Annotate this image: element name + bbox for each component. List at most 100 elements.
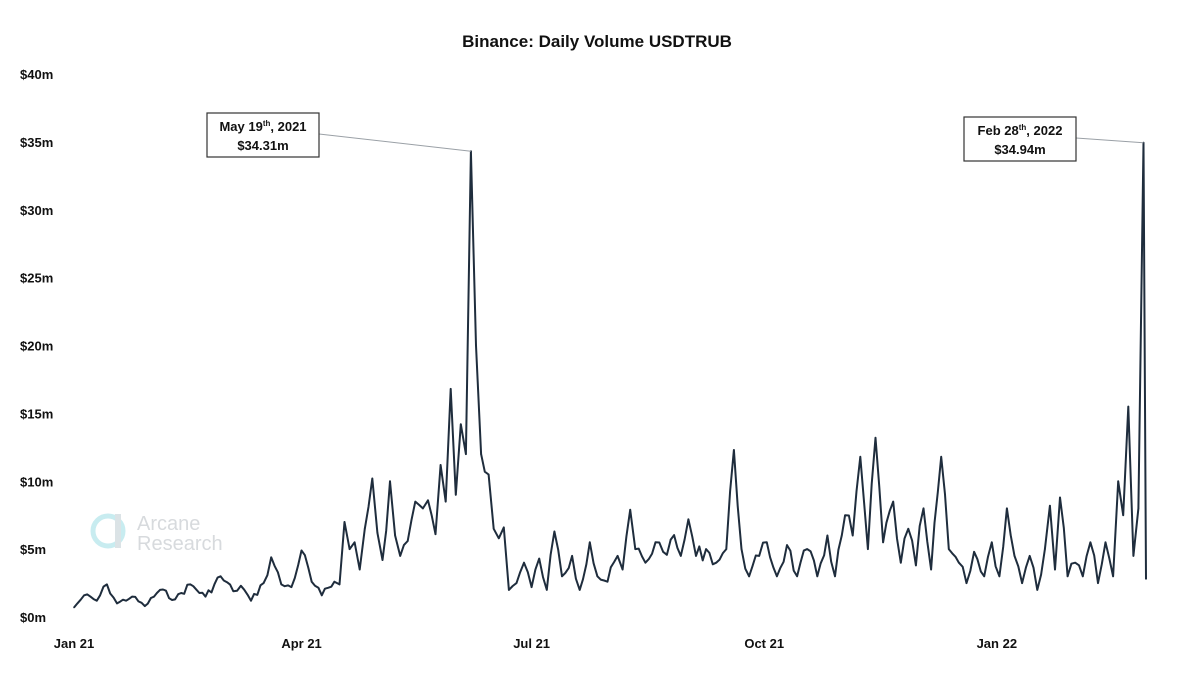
data-point [406,540,409,542]
data-point [588,541,591,544]
data-point [240,584,242,587]
annotation-box [963,116,1077,162]
annotation-date: Feb 28th, 2022 [978,123,1063,138]
data-point [930,568,932,571]
data-point [826,534,829,537]
data-point [740,548,743,550]
data-point [1132,555,1135,557]
data-point [434,533,437,535]
data-point [621,568,624,571]
data-point [280,583,283,586]
data-point [262,582,265,584]
y-tick-label: $10m [20,474,53,489]
data-point [687,518,690,521]
data-point [695,555,697,557]
data-point [523,561,525,564]
data-point [616,555,619,557]
data-point [310,580,313,583]
data-point [480,453,482,455]
data-point [219,575,222,578]
data-point [300,549,303,552]
data-point [606,580,609,583]
data-point [83,594,85,597]
data-point [320,594,323,597]
data-point [578,589,581,591]
data-point [922,507,925,510]
data-point [725,548,728,550]
data-point [715,561,717,564]
y-axis: $0m $5m $10m $15m $20m $25m $30m $35m $40m [20,67,53,625]
data-point [503,526,505,529]
watermark-logo-bar [115,514,121,548]
data-point [816,575,819,578]
data-point [73,606,75,609]
data-point [414,500,417,503]
data-point [1049,504,1051,507]
data-point [705,548,707,550]
data-point [1081,575,1084,578]
x-tick-label: Jan 22 [977,636,1017,651]
watermark-logo-icon [90,513,126,549]
data-point [460,423,462,426]
data-point [1097,582,1099,584]
data-point [270,556,273,559]
data-point [427,499,429,502]
annotation-feb: Feb 28th, 2022 $34.94m [963,116,1144,162]
data-point [475,344,477,347]
data-point [204,595,207,598]
data-point [530,586,533,588]
data-point [444,500,447,503]
data-point [958,561,960,564]
data-point [106,583,108,586]
data-point [174,598,176,601]
data-point [449,388,452,390]
data-point [1127,405,1130,408]
data-point [394,534,396,537]
data-point [363,527,366,530]
data-point [343,521,346,523]
annotation-leader-line [1075,137,1144,144]
data-point [990,541,993,544]
y-tick-label: $35m [20,135,53,150]
data-point [834,575,836,578]
data-point [95,599,98,602]
data-point [1137,507,1140,510]
data-point [561,575,563,578]
data-point [1117,480,1119,483]
data-point [422,507,424,510]
x-axis: Jan 21 Apr 21 Jul 21 Oct 21 Jan 22 [54,636,1017,651]
data-point [899,561,902,564]
annotation-value: $34.31m [237,138,288,153]
data-point [348,548,351,550]
watermark-line2: Research [137,533,223,555]
data-point [1054,568,1056,571]
data-point [679,555,682,557]
data-point [1006,507,1008,510]
data-point [389,480,391,483]
data-point [644,561,647,564]
data-point [940,456,943,458]
annotation-box [206,112,320,158]
data-point [634,548,637,550]
chart-title: Binance: Daily Volume USDTRUB [462,32,732,51]
data-point [947,548,950,550]
data-point [465,453,467,455]
data-point [983,575,985,578]
data-point [515,582,518,584]
data-point [508,589,510,591]
data-point [796,575,798,578]
data-point [1112,575,1114,578]
x-tick-label: Jul 21 [513,636,550,651]
data-point [1021,582,1023,584]
annotation-may: May 19th, 2021 $34.31m [206,112,471,158]
y-tick-label: $15m [20,406,53,421]
data-point [669,538,672,541]
data-point [131,595,133,598]
data-point [748,575,750,578]
data-point [1059,496,1061,499]
data-point [399,555,401,557]
data-point [290,586,293,588]
data-point [353,541,356,544]
data-point [596,575,599,578]
